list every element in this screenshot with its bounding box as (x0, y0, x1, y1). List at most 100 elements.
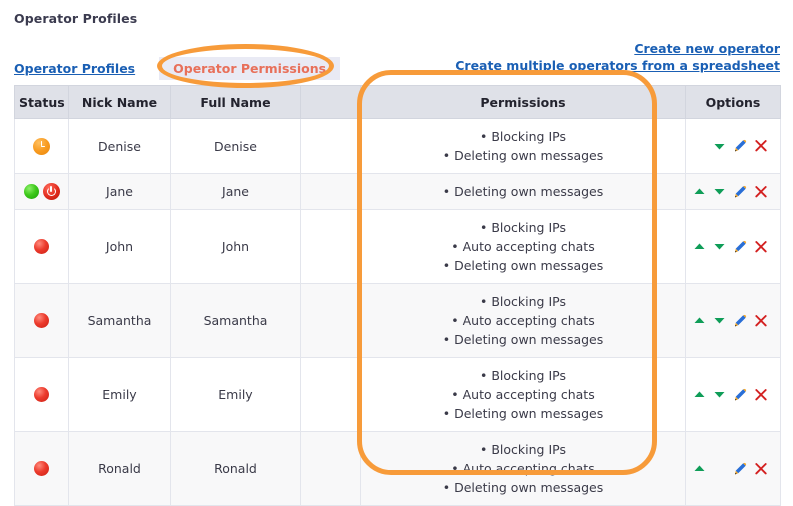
permission-item: Deleting own messages (365, 182, 681, 201)
delete-x-icon[interactable] (754, 240, 768, 254)
cell-nick-name: Samantha (68, 283, 171, 358)
cell-full-name: John (170, 209, 301, 284)
cell-permissions: Blocking IPsAuto accepting chatsDeleting… (360, 357, 686, 432)
cell-permissions: Blocking IPsDeleting own messages (360, 118, 686, 174)
cell-status (14, 209, 69, 284)
permission-item: Blocking IPs (365, 292, 681, 311)
cell-options (685, 209, 781, 284)
cell-permissions: Blocking IPsAuto accepting chatsDeleting… (360, 283, 686, 358)
cell-options (685, 173, 781, 210)
delete-x-icon[interactable] (754, 314, 768, 328)
icon-spacer (713, 462, 726, 475)
permission-item: Deleting own messages (365, 256, 681, 275)
move-up-icon[interactable] (693, 388, 706, 401)
column-header-status: Status (14, 85, 69, 119)
move-down-icon[interactable] (713, 240, 726, 253)
cell-options (685, 431, 781, 506)
delete-x-icon[interactable] (754, 139, 768, 153)
cell-full-name: Ronald (170, 431, 301, 506)
tab-bar: Operator Profiles Operator Permissions (14, 57, 341, 80)
icon-spacer (693, 140, 706, 153)
cell-options (685, 283, 781, 358)
column-header-full-name: Full Name (170, 85, 301, 119)
tab-operator-profiles[interactable]: Operator Profiles (14, 61, 136, 76)
cell-permissions: Blocking IPsAuto accepting chatsDeleting… (360, 209, 686, 284)
cell-status (14, 173, 69, 210)
green-dot-icon (23, 184, 39, 199)
permission-item: Blocking IPs (365, 218, 681, 237)
edit-pencil-icon[interactable] (733, 388, 747, 402)
delete-x-icon[interactable] (754, 462, 768, 476)
cell-options (685, 118, 781, 174)
delete-x-icon[interactable] (754, 388, 768, 402)
permission-item: Deleting own messages (365, 146, 681, 165)
move-up-icon[interactable] (693, 185, 706, 198)
permission-item: Blocking IPs (365, 440, 681, 459)
power-icon[interactable] (42, 183, 60, 200)
red-dot-icon (34, 461, 49, 476)
cell-full-name: Emily (170, 357, 301, 432)
cell-permissions: Deleting own messages (360, 173, 686, 210)
cell-nick-name: Emily (68, 357, 171, 432)
column-header-permissions: Permissions (360, 85, 686, 119)
permission-item: Deleting own messages (365, 330, 681, 349)
cell-nick-name: John (68, 209, 171, 284)
cell-permissions: Blocking IPsAuto accepting chatsDeleting… (360, 431, 686, 506)
table-header-row: Status Nick Name Full Name Permissions O… (14, 85, 781, 119)
cell-full-name: Samantha (170, 283, 301, 358)
cell-status (14, 431, 69, 506)
cell-full-name: Denise (170, 118, 301, 174)
move-down-icon[interactable] (713, 140, 726, 153)
cell-nick-name: Denise (68, 118, 171, 174)
permission-item: Deleting own messages (365, 404, 681, 423)
move-up-icon[interactable] (693, 240, 706, 253)
move-up-icon[interactable] (693, 462, 706, 475)
cell-status (14, 283, 69, 358)
red-dot-icon (34, 313, 49, 328)
cell-spacer (300, 431, 361, 506)
column-header-options: Options (685, 85, 781, 119)
cell-spacer (300, 357, 361, 432)
permission-item: Auto accepting chats (365, 459, 681, 478)
permission-item: Auto accepting chats (365, 385, 681, 404)
tab-operator-permissions[interactable]: Operator Permissions (159, 57, 341, 80)
column-header-spacer (300, 85, 361, 119)
create-new-operator-link[interactable]: Create new operator (634, 41, 780, 56)
delete-x-icon[interactable] (754, 185, 768, 199)
edit-pencil-icon[interactable] (733, 314, 747, 328)
cell-spacer (300, 283, 361, 358)
column-header-nick-name: Nick Name (68, 85, 171, 119)
page-title: Operator Profiles (14, 11, 138, 26)
edit-pencil-icon[interactable] (733, 185, 747, 199)
clock-icon (33, 137, 50, 155)
permission-item: Blocking IPs (365, 366, 681, 385)
cell-spacer (300, 209, 361, 284)
permission-item: Blocking IPs (365, 127, 681, 146)
cell-options (685, 357, 781, 432)
move-down-icon[interactable] (713, 388, 726, 401)
cell-nick-name: Ronald (68, 431, 171, 506)
permission-item: Auto accepting chats (365, 311, 681, 330)
cell-spacer (300, 118, 361, 174)
cell-nick-name: Jane (68, 173, 171, 210)
red-dot-icon (34, 239, 49, 254)
cell-spacer (300, 173, 361, 210)
create-multiple-operators-link[interactable]: Create multiple operators from a spreads… (455, 58, 780, 73)
move-down-icon[interactable] (713, 314, 726, 327)
red-dot-icon (34, 387, 49, 402)
move-up-icon[interactable] (693, 314, 706, 327)
cell-status (14, 357, 69, 432)
edit-pencil-icon[interactable] (733, 240, 747, 254)
move-down-icon[interactable] (713, 185, 726, 198)
edit-pencil-icon[interactable] (733, 139, 747, 153)
operator-permissions-table: Status Nick Name Full Name Permissions O… (14, 85, 781, 506)
cell-status (14, 118, 69, 174)
cell-full-name: Jane (170, 173, 301, 210)
edit-pencil-icon[interactable] (733, 462, 747, 476)
